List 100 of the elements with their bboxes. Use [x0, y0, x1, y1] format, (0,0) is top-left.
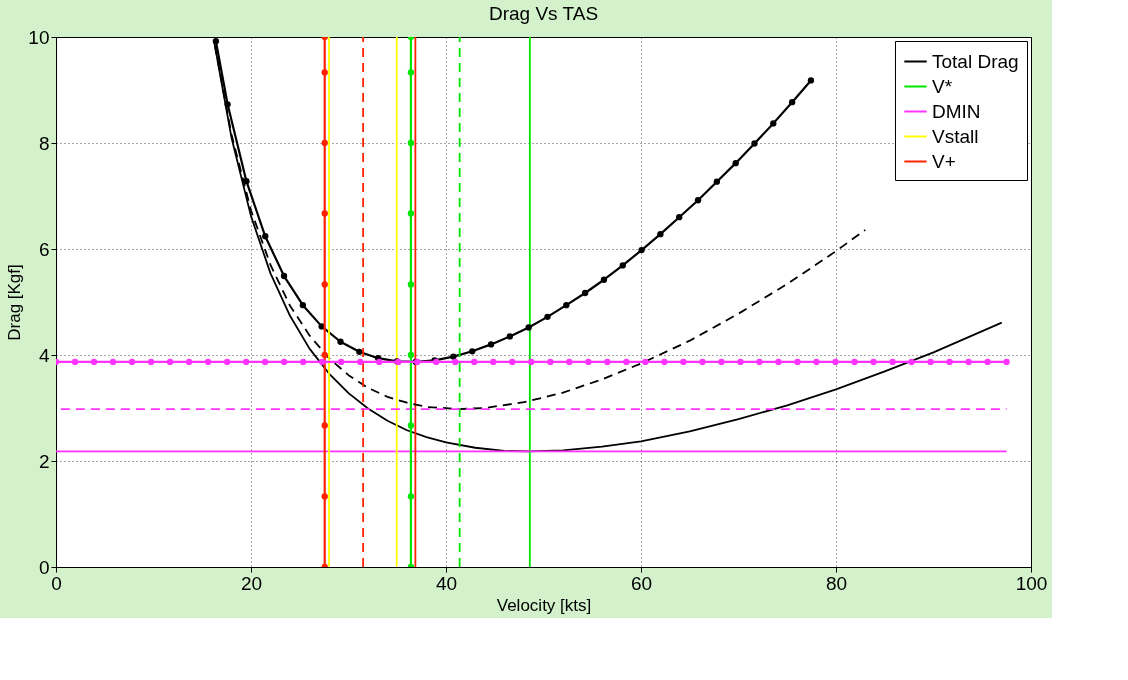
y-axis-title: Drag [Kgf]: [5, 264, 25, 341]
point: [676, 214, 683, 221]
point: [699, 358, 706, 366]
point: [280, 358, 288, 366]
point: [321, 351, 328, 359]
legend-label: Total Drag: [932, 50, 1019, 72]
legend-label: Vstall: [932, 125, 979, 147]
point: [280, 272, 288, 280]
point: [262, 233, 269, 240]
point: [506, 333, 514, 340]
point: [908, 358, 915, 366]
point: [337, 338, 344, 345]
point: [927, 358, 934, 366]
point: [642, 358, 649, 366]
y-tick-label: 10: [28, 26, 50, 48]
point: [90, 358, 98, 366]
legend-label: V*: [932, 75, 953, 97]
point: [338, 358, 345, 366]
point: [407, 69, 415, 76]
point: [471, 358, 478, 366]
point: [547, 358, 554, 366]
point: [321, 210, 328, 217]
point: [487, 341, 495, 348]
point: [319, 358, 326, 366]
y-tick-label: 6: [38, 238, 50, 260]
point: [318, 323, 325, 330]
point: [321, 422, 328, 429]
point: [751, 140, 758, 147]
point: [544, 313, 551, 320]
point: [243, 178, 250, 185]
point: [788, 99, 796, 106]
point: [321, 139, 328, 147]
point: [794, 358, 801, 366]
point: [525, 324, 532, 331]
point: [321, 281, 328, 288]
point: [261, 358, 269, 366]
point: [357, 358, 364, 366]
point: [581, 289, 589, 297]
point: [984, 358, 991, 366]
point: [713, 178, 721, 185]
point: [1003, 358, 1010, 366]
point: [585, 358, 592, 366]
point: [166, 358, 174, 366]
point: [223, 358, 231, 366]
x-tick-label: 20: [240, 572, 263, 594]
point: [407, 351, 415, 359]
point: [185, 358, 193, 366]
point: [242, 358, 250, 366]
point: [71, 358, 79, 366]
point: [889, 358, 896, 366]
y-tick-label: 8: [38, 132, 50, 154]
x-axis-title: Velocity [kts]: [496, 595, 592, 615]
point: [224, 101, 231, 108]
point: [600, 276, 608, 283]
point: [407, 422, 415, 429]
point: [469, 348, 476, 355]
x-tick-label: 40: [435, 572, 458, 594]
point: [657, 231, 664, 238]
point: [321, 69, 328, 76]
point: [870, 358, 877, 366]
point: [299, 302, 307, 309]
legend-label: V+: [932, 150, 956, 172]
point: [490, 358, 497, 366]
point: [694, 197, 702, 204]
point: [407, 210, 415, 217]
point: [718, 358, 725, 366]
point: [407, 493, 415, 500]
point: [604, 358, 611, 366]
point: [661, 358, 668, 366]
point: [204, 358, 212, 366]
point: [407, 281, 415, 288]
point: [832, 358, 839, 366]
point: [946, 358, 953, 366]
x-tick-label: 80: [825, 572, 848, 594]
point: [770, 120, 777, 127]
point: [638, 246, 645, 254]
chart-title: Drag Vs TAS: [488, 3, 599, 24]
point: [300, 358, 307, 366]
point: [732, 159, 739, 167]
point: [509, 358, 516, 366]
point: [566, 358, 573, 366]
point: [619, 262, 626, 269]
point: [452, 358, 459, 366]
line-series: [321, 37, 328, 567]
y-tick-label: 2: [38, 450, 50, 472]
point: [450, 353, 457, 360]
point: [851, 358, 858, 366]
point: [109, 358, 117, 366]
x-tick-label: 100: [1015, 572, 1048, 594]
point: [775, 358, 782, 366]
point: [807, 77, 815, 84]
point: [965, 358, 972, 366]
point: [737, 358, 744, 366]
point: [128, 358, 136, 366]
point: [356, 348, 363, 355]
point: [528, 358, 535, 366]
line-series: [407, 37, 415, 567]
legend-label: DMIN: [932, 100, 981, 122]
point: [563, 302, 570, 309]
point: [212, 38, 220, 45]
